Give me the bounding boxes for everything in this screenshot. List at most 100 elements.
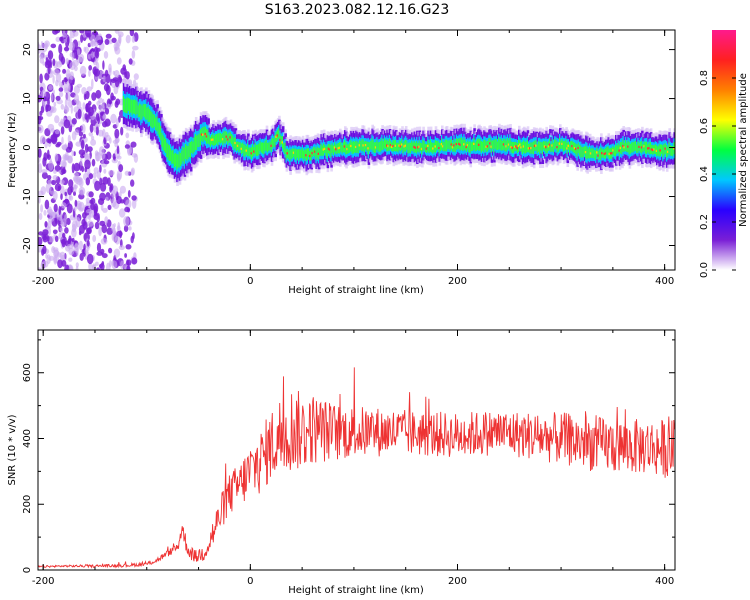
spectrogram-speckle [61, 202, 67, 209]
ridge-peak [558, 142, 562, 145]
spectrogram-speckle [95, 89, 102, 99]
ridge-peak [245, 149, 249, 152]
spectrogram-speckle [95, 125, 99, 136]
spectrogram-speckle [108, 63, 112, 73]
spectrogram-speckle [73, 93, 80, 104]
spectrogram-speckle [73, 162, 80, 172]
spectrogram-speckle [53, 169, 57, 174]
spectrogram-speckle [69, 30, 76, 39]
spectrogram-speckle [52, 58, 56, 67]
spectrogram-speckle [84, 248, 88, 254]
spectrogram-speckle [78, 131, 84, 137]
ridge-peak [358, 144, 362, 147]
spectrogram-speckle [91, 78, 94, 90]
spectrogram-speckle [102, 128, 106, 139]
spectrogram-speckle [54, 153, 59, 162]
ridge-inner [378, 142, 382, 152]
snr-y-tick-label: 0 [22, 567, 33, 573]
spectrogram-speckle [68, 85, 71, 92]
spectrogram-speckle [73, 151, 76, 157]
spectrogram-speckle [88, 191, 94, 198]
spectrogram-speckle [111, 224, 115, 232]
spectrogram-speckle [113, 70, 120, 78]
spectrogram-speckle [120, 126, 124, 136]
spectrogram-speckle [67, 99, 73, 108]
spectrogram-speckle [86, 253, 94, 265]
spectrogram-speckle [132, 198, 137, 209]
spectrogram-speckle [47, 64, 51, 75]
spectrogram-speckle [40, 169, 48, 174]
spectrogram-speckle [125, 34, 131, 44]
spectrogram-speckle [38, 212, 43, 220]
ridge-inner [284, 142, 287, 154]
spectrogram-speckle [57, 259, 63, 269]
spectrogram-speckle [52, 229, 58, 235]
spectrogram-speckle [55, 36, 61, 42]
spectrogram-speckle [38, 231, 43, 236]
spectrogram-speckle [90, 203, 95, 211]
spectrogram-speckle [108, 247, 113, 254]
spectrogram-speckle [103, 51, 109, 59]
spectrogram-speckle [41, 171, 48, 180]
spectrogram-speckle [94, 180, 101, 191]
ridge-inner [541, 142, 545, 155]
colorbar-tick-label: 0.6 [699, 118, 710, 134]
spectrogram-speckle [102, 60, 105, 70]
spectrogram-speckle [98, 97, 103, 104]
spectrogram-speckle [76, 247, 79, 257]
spectrogram-speckle [126, 259, 132, 266]
spectrogram-speckle [56, 141, 62, 146]
spectrogram-speckle [118, 164, 124, 173]
ridge-peak [323, 147, 327, 150]
ridge-peak [451, 146, 455, 149]
spectrogram-speckle [125, 71, 130, 80]
spectrogram-speckle [102, 207, 108, 213]
spectrogram-speckle [52, 89, 55, 95]
spectrogram-speckle [64, 264, 70, 270]
spectrogram-speckle [131, 153, 138, 158]
ridge-peak [515, 145, 519, 148]
spectrogram-speckle [95, 113, 100, 122]
snr-y-tick-label: 200 [22, 495, 33, 514]
spectrogram-speckle [61, 238, 66, 248]
colorbar-tick-label: 0.4 [699, 166, 710, 182]
spectrogram-speckle [41, 43, 48, 48]
spectrogram-speckle [115, 118, 119, 128]
spectrogram-speckle [71, 237, 75, 243]
spectrogram-speckle [111, 37, 117, 43]
spectrogram-speckle [60, 193, 63, 200]
spectrogram-speckle [60, 118, 64, 125]
spectrogram-speckle [50, 128, 55, 133]
spectrogram-speckle [96, 267, 101, 270]
spectrogram-speckle [91, 92, 97, 101]
spectrogram-speckle [84, 113, 88, 120]
ridge-peak [205, 135, 209, 138]
spectrogram-speckle [60, 56, 66, 65]
spectrogram-speckle [124, 253, 127, 258]
ridge-peak [225, 135, 229, 138]
spectrogram-speckle [57, 185, 61, 191]
spectrogram-speckle [130, 179, 135, 187]
spectrogram-speckle [75, 266, 79, 270]
ridge-inner [633, 141, 637, 152]
spectrogram-speckle [124, 170, 130, 176]
spectrogram-speckle [94, 221, 100, 230]
spectrogram-speckle [91, 158, 96, 167]
spectrogram-speckle [63, 119, 71, 129]
spectrogram-speckle [114, 128, 120, 139]
spectrogram-speckle [63, 106, 70, 113]
spectrogram-x-tick-label: -200 [32, 276, 55, 287]
spectrogram-speckle [114, 30, 120, 34]
spectrogram-speckle [39, 110, 43, 117]
spectrogram-speckle [44, 221, 48, 228]
spectrogram-speckle [96, 170, 101, 180]
spectrogram-speckle [61, 260, 67, 267]
ridge-inner [332, 145, 336, 155]
ridge-peak [236, 144, 240, 147]
spectrogram-speckle [88, 262, 93, 270]
spectrogram-speckle [61, 168, 67, 174]
spectrogram-speckle [54, 212, 58, 218]
spectrogram-speckle [108, 169, 115, 176]
spectrogram-speckle [118, 115, 121, 123]
